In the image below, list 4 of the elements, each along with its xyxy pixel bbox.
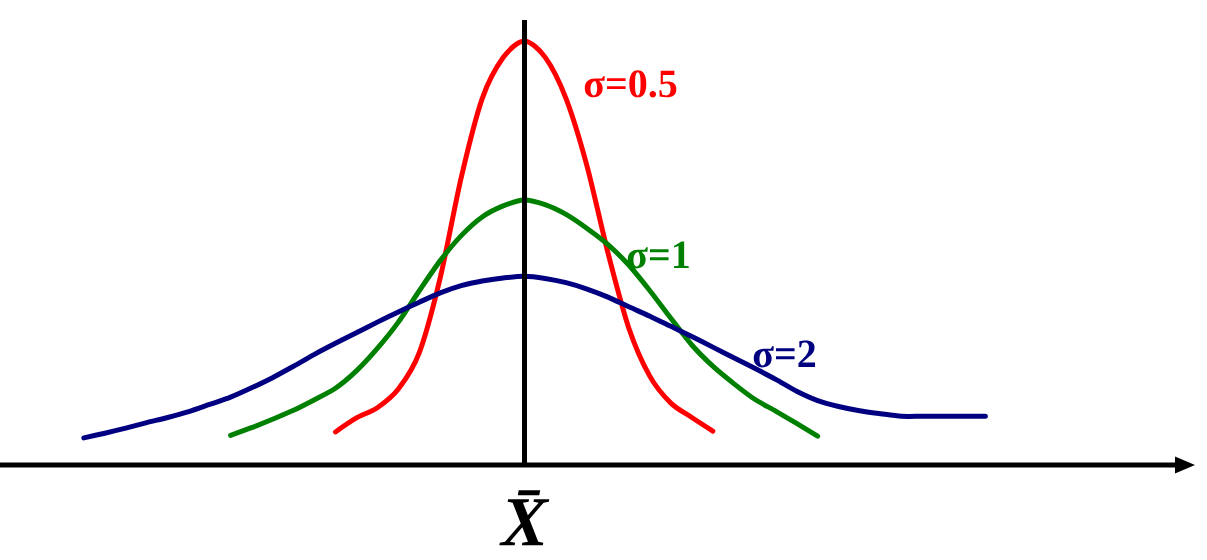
series-label: σ=1 (627, 241, 689, 269)
text: X̄ (499, 490, 550, 546)
series-label: σ=0.5 (584, 70, 677, 98)
series-label: σ=2 (753, 340, 816, 368)
